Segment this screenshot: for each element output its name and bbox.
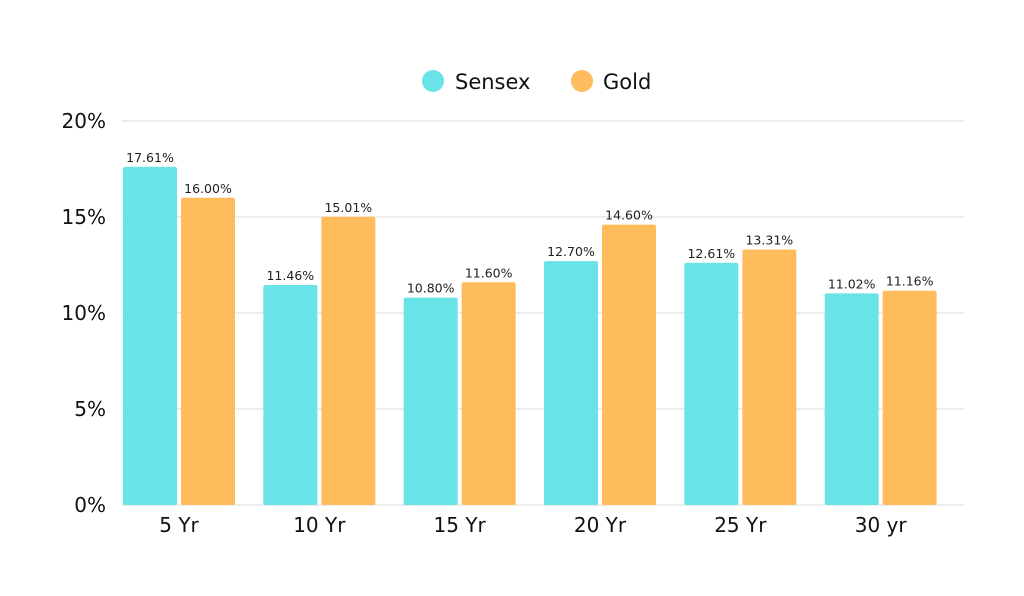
data-label: 11.16% [886,274,934,289]
bar-sensex [403,297,458,505]
legend-label-sensex: Sensex [455,70,530,94]
bars [123,166,937,506]
bar-gold [181,197,235,506]
y-tick-label: 20% [62,109,106,133]
bar-sensex [544,261,598,505]
x-tick-label: 10 Yr [293,513,346,537]
bar-sensex [263,284,318,505]
bar-sensex [123,166,177,505]
data-label: 12.70% [547,244,595,259]
x-tick-label: 20 Yr [574,513,627,537]
legend-label-gold: Gold [603,70,651,94]
data-label: 10.80% [407,281,455,296]
data-label: 12.61% [687,246,735,261]
data-label: 17.61% [126,150,174,165]
data-label: 11.02% [828,276,876,291]
x-tick-label: 5 Yr [159,513,199,537]
x-tick-label: 25 Yr [714,513,767,537]
x-tick-label: 15 Yr [434,513,487,537]
bar-sensex [824,293,879,505]
bar-sensex [684,262,739,505]
y-tick-label: 10% [62,301,106,325]
data-label: 16.00% [184,181,232,196]
value-labels: 17.61% 16.00% 11.46% 15.01% 10.80% 11.60% 12.7… [126,150,933,296]
bar-gold [461,282,516,505]
bar-gold [882,290,937,505]
data-label: 11.60% [465,265,513,280]
legend-marker-gold [571,70,593,92]
y-tick-label: 5% [74,397,106,421]
data-label: 13.31% [745,232,793,247]
x-tick-label: 30 yr [855,513,908,537]
y-tick-label: 15% [62,205,106,229]
data-label: 11.46% [266,268,314,283]
data-label: 14.60% [605,208,653,223]
legend-marker-sensex [422,70,444,92]
bar-gold [321,216,376,506]
gridlines [122,120,964,506]
legend: Sensex Gold [422,70,651,94]
bar-gold [742,249,797,505]
y-tick-label: 0% [74,493,106,517]
data-label: 15.01% [324,200,372,215]
axes: 0% 5% 10% 15% 20% 5 Yr 10 Yr 15 Yr 20 Yr 25 Yr 30 … [62,109,908,537]
bar-gold [602,224,656,505]
